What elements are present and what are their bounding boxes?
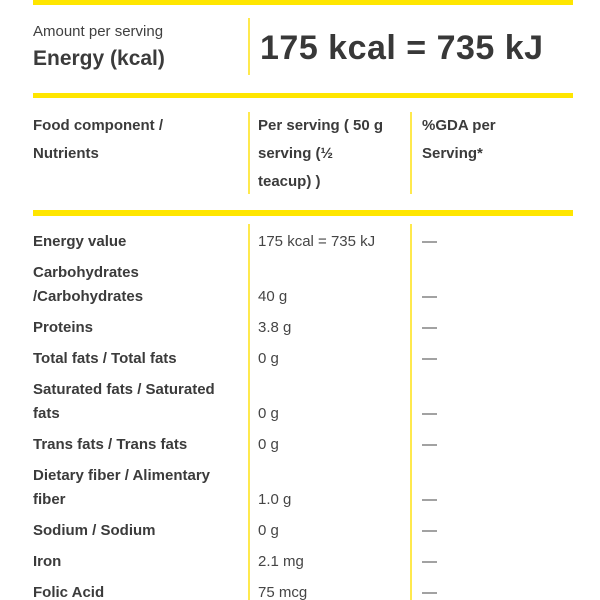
nutrient-value: 3.8 g xyxy=(258,319,292,336)
gda-value: — xyxy=(422,522,437,539)
header-bottom-divider xyxy=(33,210,573,216)
table-row: Iron 2.1 mg — xyxy=(33,550,573,574)
table-row: Folic Acid 75 mcg — xyxy=(33,581,573,600)
nutrient-name: Proteins xyxy=(33,319,94,336)
nutrient-value: 0 g xyxy=(258,522,279,539)
nutrient-name: Dietary fiber / Alimentary fiber xyxy=(33,467,211,508)
nutrient-value: 0 g xyxy=(258,350,279,367)
table-row: Proteins 3.8 g — xyxy=(33,316,573,340)
table-row: Total fats / Total fats 0 g — xyxy=(33,347,573,371)
table-row: Carbohydrates /Carbohydrates 40 g — xyxy=(33,261,573,309)
energy-vertical-divider xyxy=(248,18,250,75)
amount-per-serving-label: Amount per serving xyxy=(33,23,164,40)
header-vertical-divider-2 xyxy=(410,112,412,194)
body-vertical-divider-1 xyxy=(248,224,250,600)
header-top-divider xyxy=(33,93,573,98)
gda-value: — xyxy=(422,553,437,570)
nutrient-value: 175 kcal = 735 kJ xyxy=(258,233,376,250)
energy-summary-left: Amount per serving Energy (kcal) xyxy=(33,22,248,74)
energy-summary: Amount per serving Energy (kcal) 175 kca… xyxy=(33,5,573,93)
column-header-gda: %GDA per Serving* xyxy=(422,117,496,162)
energy-value-large: 175 kcal = 735 kJ xyxy=(260,28,544,67)
column-header-per-serving: Per serving ( 50 g serving (½ teacup) ) xyxy=(258,117,384,190)
nutrient-value: 40 g xyxy=(258,288,288,305)
nutrient-name: Sodium / Sodium xyxy=(33,522,156,539)
nutrient-value: 0 g xyxy=(258,436,279,453)
nutrient-name: Folic Acid xyxy=(33,584,105,600)
nutrition-label: Amount per serving Energy (kcal) 175 kca… xyxy=(33,0,573,600)
gda-value: — xyxy=(422,233,437,250)
nutrient-name: Saturated fats / Saturated fats xyxy=(33,381,215,422)
gda-value: — xyxy=(422,491,437,508)
gda-value: — xyxy=(422,405,437,422)
gda-value: — xyxy=(422,288,437,305)
body-vertical-divider-2 xyxy=(410,224,412,600)
gda-value: — xyxy=(422,319,437,336)
top-divider xyxy=(33,0,573,5)
nutrient-name: Energy value xyxy=(33,233,127,250)
nutrient-value: 0 g xyxy=(258,405,279,422)
nutrient-value: 75 mcg xyxy=(258,584,308,600)
table-row: Energy value 175 kcal = 735 kJ — xyxy=(33,230,573,254)
table-row: Dietary fiber / Alimentary fiber 1.0 g — xyxy=(33,464,573,512)
energy-kcal-title: Energy (kcal) xyxy=(33,47,165,70)
gda-value: — xyxy=(422,350,437,367)
nutrient-name: Iron xyxy=(33,553,62,570)
gda-value: — xyxy=(422,584,437,600)
nutrient-value: 1.0 g xyxy=(258,491,292,508)
nutrient-value: 2.1 mg xyxy=(258,553,304,570)
header-vertical-divider-1 xyxy=(248,112,250,194)
table-row: Saturated fats / Saturated fats 0 g — xyxy=(33,378,573,426)
table-body: Energy value 175 kcal = 735 kJ — Carbohy… xyxy=(33,216,573,600)
table-header: Food component / Nutrients Per serving (… xyxy=(33,98,573,210)
table-row: Trans fats / Trans fats 0 g — xyxy=(33,433,573,457)
nutrient-name: Carbohydrates /Carbohydrates xyxy=(33,264,144,305)
nutrient-name: Trans fats / Trans fats xyxy=(33,436,188,453)
nutrient-name: Total fats / Total fats xyxy=(33,350,177,367)
column-header-nutrients: Food component / Nutrients xyxy=(33,117,163,162)
gda-value: — xyxy=(422,436,437,453)
table-row: Sodium / Sodium 0 g — xyxy=(33,519,573,543)
